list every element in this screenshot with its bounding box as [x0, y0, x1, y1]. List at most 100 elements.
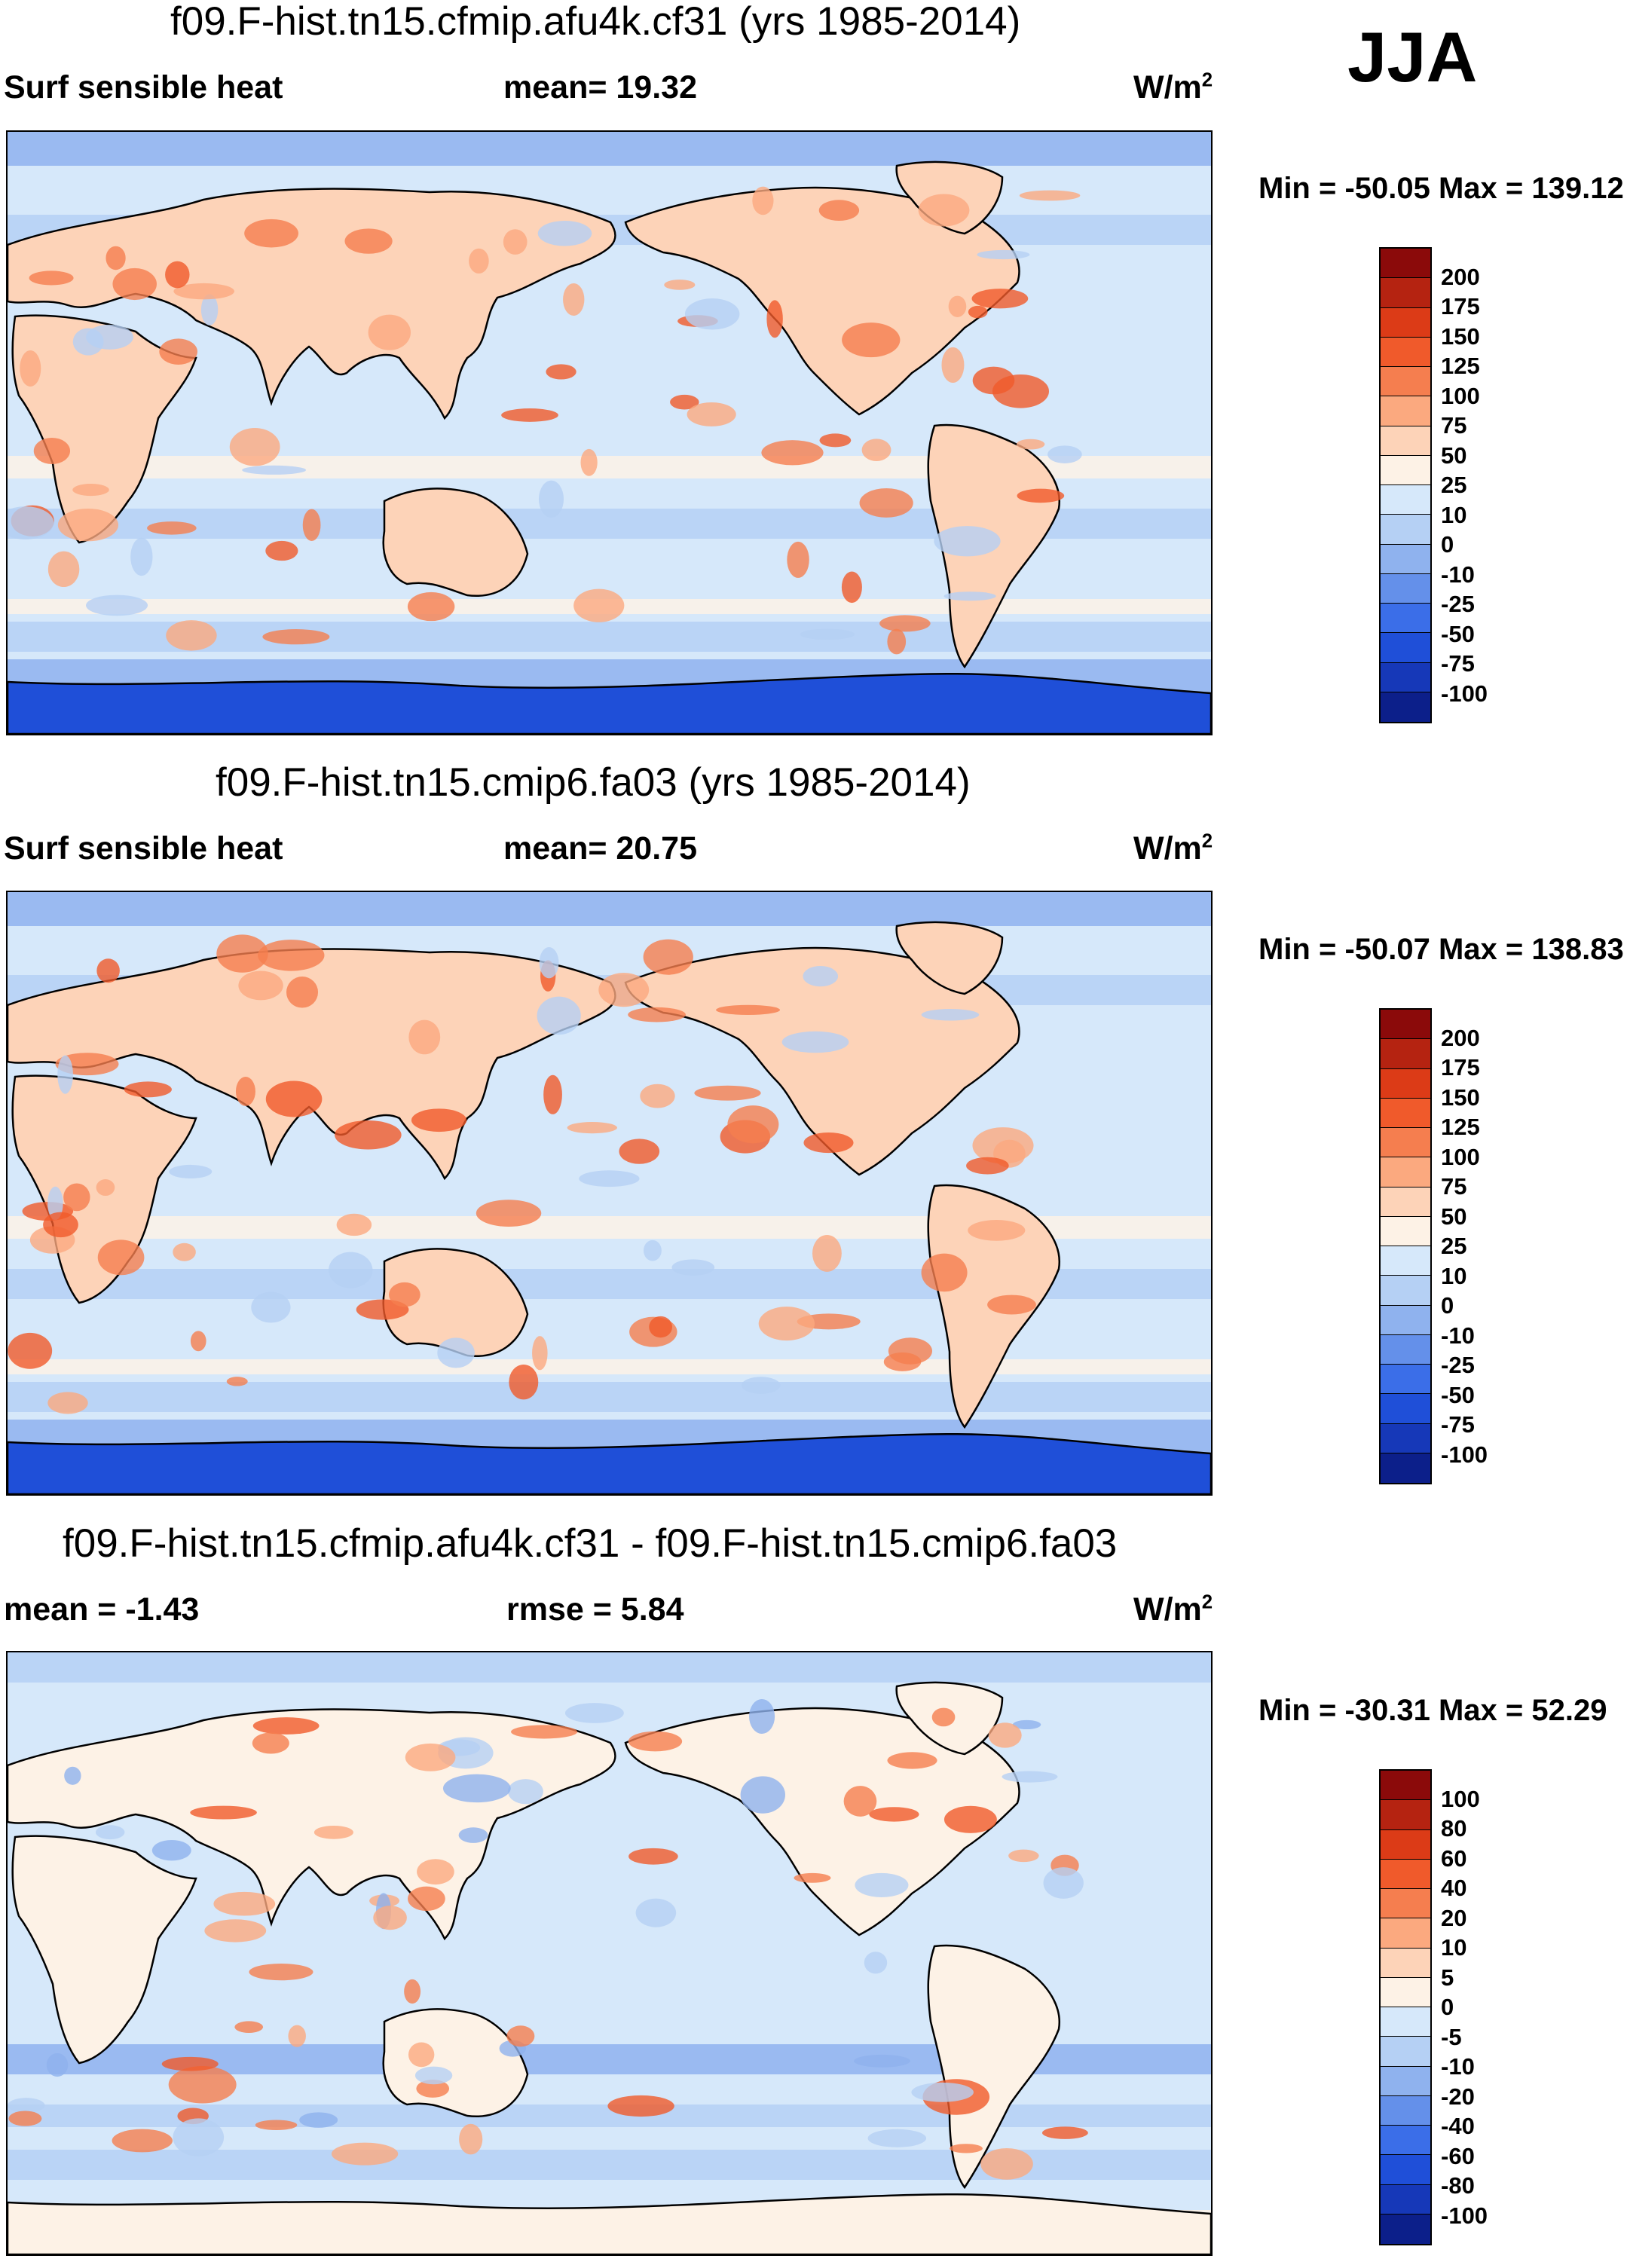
field-blob — [408, 1019, 441, 1055]
field-blob — [414, 2066, 453, 2085]
field-blob — [190, 1331, 206, 1352]
colorbar-swatch — [1381, 2126, 1430, 2156]
field-blob — [476, 1200, 542, 1227]
map-plot — [6, 891, 1213, 1496]
field-blob — [329, 1252, 373, 1288]
field-blob — [411, 1108, 467, 1132]
field-blob — [166, 620, 217, 651]
field-blob — [234, 2021, 264, 2033]
field-blob — [752, 186, 774, 215]
field-blob — [336, 1213, 372, 1236]
field-blob — [971, 289, 1029, 309]
field-blob — [265, 1081, 323, 1117]
field-blob — [948, 295, 967, 317]
field-blob — [200, 294, 219, 326]
variable-label: Surf sensible heat — [4, 830, 283, 867]
field-blob — [607, 2095, 674, 2117]
field-blob — [628, 1731, 683, 1752]
ocean-band — [8, 1652, 1211, 1683]
colorbar-tick-label: 25 — [1441, 1233, 1467, 1259]
field-blob — [619, 1139, 660, 1164]
colorbar-swatch — [1381, 1068, 1430, 1099]
field-blob — [151, 1839, 191, 1861]
field-blob — [887, 1752, 937, 1769]
field-blob — [173, 1243, 196, 1261]
colorbar-tick-label: 60 — [1441, 1845, 1467, 1872]
field-blob — [539, 947, 559, 979]
colorbar-swatch — [1381, 662, 1430, 692]
field-blob — [265, 540, 298, 561]
field-blob — [43, 1212, 78, 1238]
field-blob — [335, 1120, 402, 1150]
field-blob — [1008, 1849, 1039, 1863]
field-blob — [918, 194, 970, 227]
colorbar — [1379, 1008, 1432, 1484]
field-blob — [258, 940, 325, 971]
colorbar-swatch — [1381, 1039, 1430, 1069]
ocean-band — [8, 892, 1211, 926]
min-max-label: Min = -50.05 Max = 139.12 — [1258, 172, 1624, 205]
field-blob — [249, 1964, 313, 1981]
ocean-band — [8, 1359, 1211, 1374]
colorbar-swatch — [1381, 1365, 1430, 1395]
colorbar-tick-label: -60 — [1441, 2142, 1475, 2169]
field-blob — [57, 508, 119, 542]
variable-label: Surf sensible heat — [4, 69, 283, 105]
colorbar-tick-label: 200 — [1441, 1024, 1480, 1051]
landmass — [382, 1248, 529, 1357]
colorbar-tick-label: 100 — [1441, 1785, 1480, 1812]
field-blob — [147, 521, 197, 535]
field-blob — [580, 448, 598, 476]
field-blob — [664, 280, 696, 290]
colorbar-swatch — [1381, 307, 1430, 338]
field-blob — [684, 298, 740, 330]
field-blob — [628, 1007, 686, 1022]
field-blob — [286, 976, 319, 1008]
field-blob — [331, 2142, 399, 2166]
field-blob — [213, 1891, 276, 1916]
field-blob — [169, 1164, 213, 1178]
field-blob — [251, 1291, 291, 1323]
field-blob — [302, 509, 321, 541]
field-blob — [812, 1234, 842, 1272]
field-blob — [8, 2098, 45, 2114]
colorbar-tick-label: 25 — [1441, 472, 1467, 498]
field-blob — [501, 408, 558, 422]
colorbar-swatch — [1381, 426, 1430, 456]
field-blob — [373, 1906, 407, 1930]
field-blob — [459, 2123, 483, 2155]
colorbar-swatch — [1381, 604, 1430, 634]
field-blob — [97, 1239, 145, 1276]
colorbar-tick-label: 5 — [1441, 1964, 1454, 1991]
field-blob — [671, 1259, 715, 1276]
colorbar-tick-label: 75 — [1441, 1173, 1467, 1200]
colorbar-tick-label: -100 — [1441, 2202, 1488, 2229]
field-blob — [1017, 488, 1065, 503]
field-blob — [861, 439, 891, 461]
field-blob — [1002, 1771, 1058, 1783]
field-blob — [238, 970, 283, 1001]
field-blob — [864, 1952, 888, 1974]
ocean-band — [8, 1382, 1211, 1412]
field-blob — [842, 322, 901, 358]
field-blob — [803, 1132, 854, 1154]
colorbar-tick-label: -25 — [1441, 1352, 1475, 1378]
antarctica — [8, 672, 1211, 734]
field-blob — [417, 1859, 454, 1885]
field-blob — [404, 1979, 421, 2004]
field-blob — [968, 1220, 1026, 1241]
units-label: W/m2 — [1133, 1591, 1213, 1628]
colorbar-tick-label: 75 — [1441, 412, 1467, 439]
field-blob — [95, 1825, 125, 1840]
colorbar — [1379, 247, 1432, 723]
colorbar-swatch — [1381, 1829, 1430, 1860]
colorbar-tick-label: -25 — [1441, 591, 1475, 617]
field-blob — [288, 2025, 306, 2047]
field-blob — [992, 374, 1050, 408]
colorbar-tick-label: -75 — [1441, 650, 1475, 677]
colorbar-tick-label: 200 — [1441, 263, 1480, 290]
field-blob — [458, 1827, 488, 1843]
colorbar-swatch — [1381, 2037, 1430, 2067]
colorbar-tick-label: -40 — [1441, 2113, 1475, 2139]
field-blob — [879, 615, 931, 632]
